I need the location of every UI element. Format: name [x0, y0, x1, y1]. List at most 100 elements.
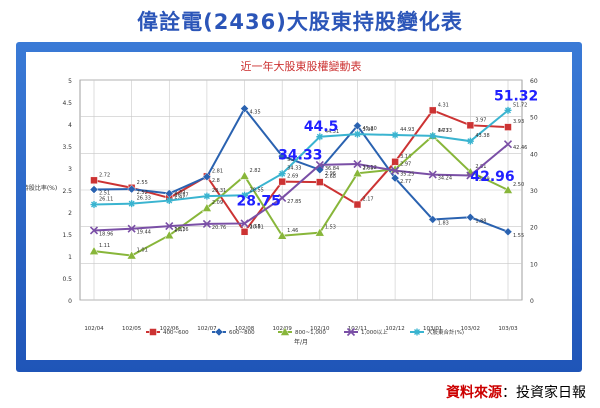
- data-label: 20.81: [250, 224, 264, 230]
- y-right-tick-label: 10: [530, 261, 538, 268]
- data-point: [164, 230, 175, 240]
- data-label: 1.53: [325, 225, 336, 231]
- data-point: [127, 184, 136, 194]
- x-tick-label: 103/01: [423, 326, 442, 332]
- data-point: [89, 185, 99, 194]
- data-label: 37.12: [362, 165, 376, 171]
- data-label: 1.55: [250, 224, 261, 230]
- data-point: [90, 201, 98, 209]
- data-label: 4.35: [250, 110, 261, 116]
- data-point: [316, 133, 324, 141]
- page-title: 偉詮電(2436)大股東持股變化表: [137, 10, 463, 34]
- y-right-tick-label: 20: [530, 225, 538, 232]
- data-point: [277, 230, 288, 240]
- data-point: [202, 219, 211, 228]
- data-point: [278, 177, 286, 186]
- data-label: 44.93: [400, 127, 414, 133]
- y-right-tick-label: 60: [530, 78, 538, 85]
- data-label: 1.11: [99, 243, 110, 249]
- data-label: 2.69: [287, 174, 298, 180]
- x-tick-label: 102/12: [385, 326, 404, 332]
- legend-marker: [149, 328, 157, 336]
- data-label: 20.16: [174, 227, 188, 233]
- data-point: [316, 178, 324, 186]
- chart-title: 近一年大股東股權變動表: [241, 59, 362, 73]
- data-point: [353, 200, 362, 209]
- data-point: [503, 140, 513, 149]
- legend-label: 400~600: [163, 330, 189, 336]
- data-label: 28.31: [212, 188, 226, 194]
- data-label: 1.47: [174, 227, 185, 233]
- data-point: [89, 226, 99, 235]
- data-label: 2.88: [362, 165, 373, 171]
- x-tick-label: 102/04: [84, 326, 104, 332]
- x-tick-label: 102/10: [310, 326, 330, 332]
- data-label: 33.99: [475, 176, 489, 182]
- data-label: 44.73: [438, 128, 452, 134]
- data-point: [353, 159, 362, 169]
- data-point: [466, 212, 475, 222]
- data-label: 3.27: [287, 157, 298, 163]
- y-right-tick-label: 0: [530, 298, 534, 305]
- data-label: 2.96: [325, 171, 336, 177]
- data-point: [466, 121, 475, 130]
- data-point: [278, 170, 286, 178]
- data-label: 2.81: [212, 168, 223, 174]
- y-left-tick-label: 5: [68, 78, 72, 85]
- legend-marker: [413, 328, 421, 336]
- data-point: [241, 191, 249, 199]
- y-left-tick-label: 4: [68, 122, 72, 129]
- data-point: [165, 197, 173, 205]
- data-point: [429, 132, 437, 140]
- data-label: 1.01: [137, 248, 148, 254]
- data-point: [201, 203, 212, 212]
- chart-area: 近一年大股東股權變動表 0 0.5 1 1.5 2 2.5 3 3.5 4 4.5 5 0 10 20 30 4…: [26, 52, 572, 360]
- data-point: [504, 106, 512, 114]
- value-annotation: 34.33: [278, 148, 322, 164]
- data-label: 28.55: [250, 187, 264, 193]
- data-label: 2.17: [362, 197, 373, 203]
- data-point: [390, 173, 400, 183]
- data-label: 34.24: [438, 176, 452, 182]
- data-point: [90, 176, 98, 185]
- data-point: [466, 137, 474, 145]
- data-point: [391, 131, 399, 139]
- x-tick-label: 102/09: [273, 326, 293, 332]
- value-annotation: 44.5: [304, 119, 339, 135]
- x-tick-label: 102/07: [197, 326, 217, 332]
- data-point: [239, 170, 250, 180]
- x-tick-label: 103/03: [498, 326, 518, 332]
- data-label: 1.55: [513, 233, 524, 239]
- source-label: 資料來源：投資家日報: [446, 382, 586, 402]
- line-chart: 近一年大股東股權變動表00.511.522.533.544.5501020304…: [26, 59, 538, 346]
- data-label: 43.38: [475, 133, 489, 139]
- data-label: 35.25: [400, 172, 414, 178]
- y-left-tick-label: 3.5: [62, 144, 72, 151]
- data-point: [428, 170, 437, 179]
- data-label: 2.42: [174, 195, 185, 201]
- data-label: 27.85: [287, 199, 301, 205]
- x-tick-label: 102/05: [122, 326, 142, 332]
- data-label: 19.44: [137, 230, 151, 236]
- data-point: [165, 222, 174, 231]
- data-label: 4.31: [438, 102, 449, 108]
- series-line: [93, 134, 509, 257]
- x-axis-label: 年/月: [294, 338, 308, 346]
- legend-label: 大股東合計(%): [427, 328, 464, 336]
- data-point: [203, 192, 211, 200]
- y-left-tick-label: 2: [68, 210, 72, 217]
- data-point: [428, 106, 437, 115]
- series-line: [93, 106, 509, 233]
- value-annotation: 42.96: [470, 169, 514, 185]
- data-label: 2.72: [99, 172, 110, 178]
- data-label: 45.30: [362, 126, 376, 132]
- data-point: [352, 168, 363, 178]
- data-point: [428, 215, 438, 224]
- y-right-tick-label: 40: [530, 151, 538, 158]
- data-point: [315, 160, 324, 169]
- data-label: 3.73: [438, 128, 449, 134]
- source-value: 投資家日報: [516, 385, 586, 401]
- data-label: 26.11: [99, 197, 113, 203]
- data-point: [202, 172, 212, 182]
- data-label: 26.33: [137, 196, 151, 202]
